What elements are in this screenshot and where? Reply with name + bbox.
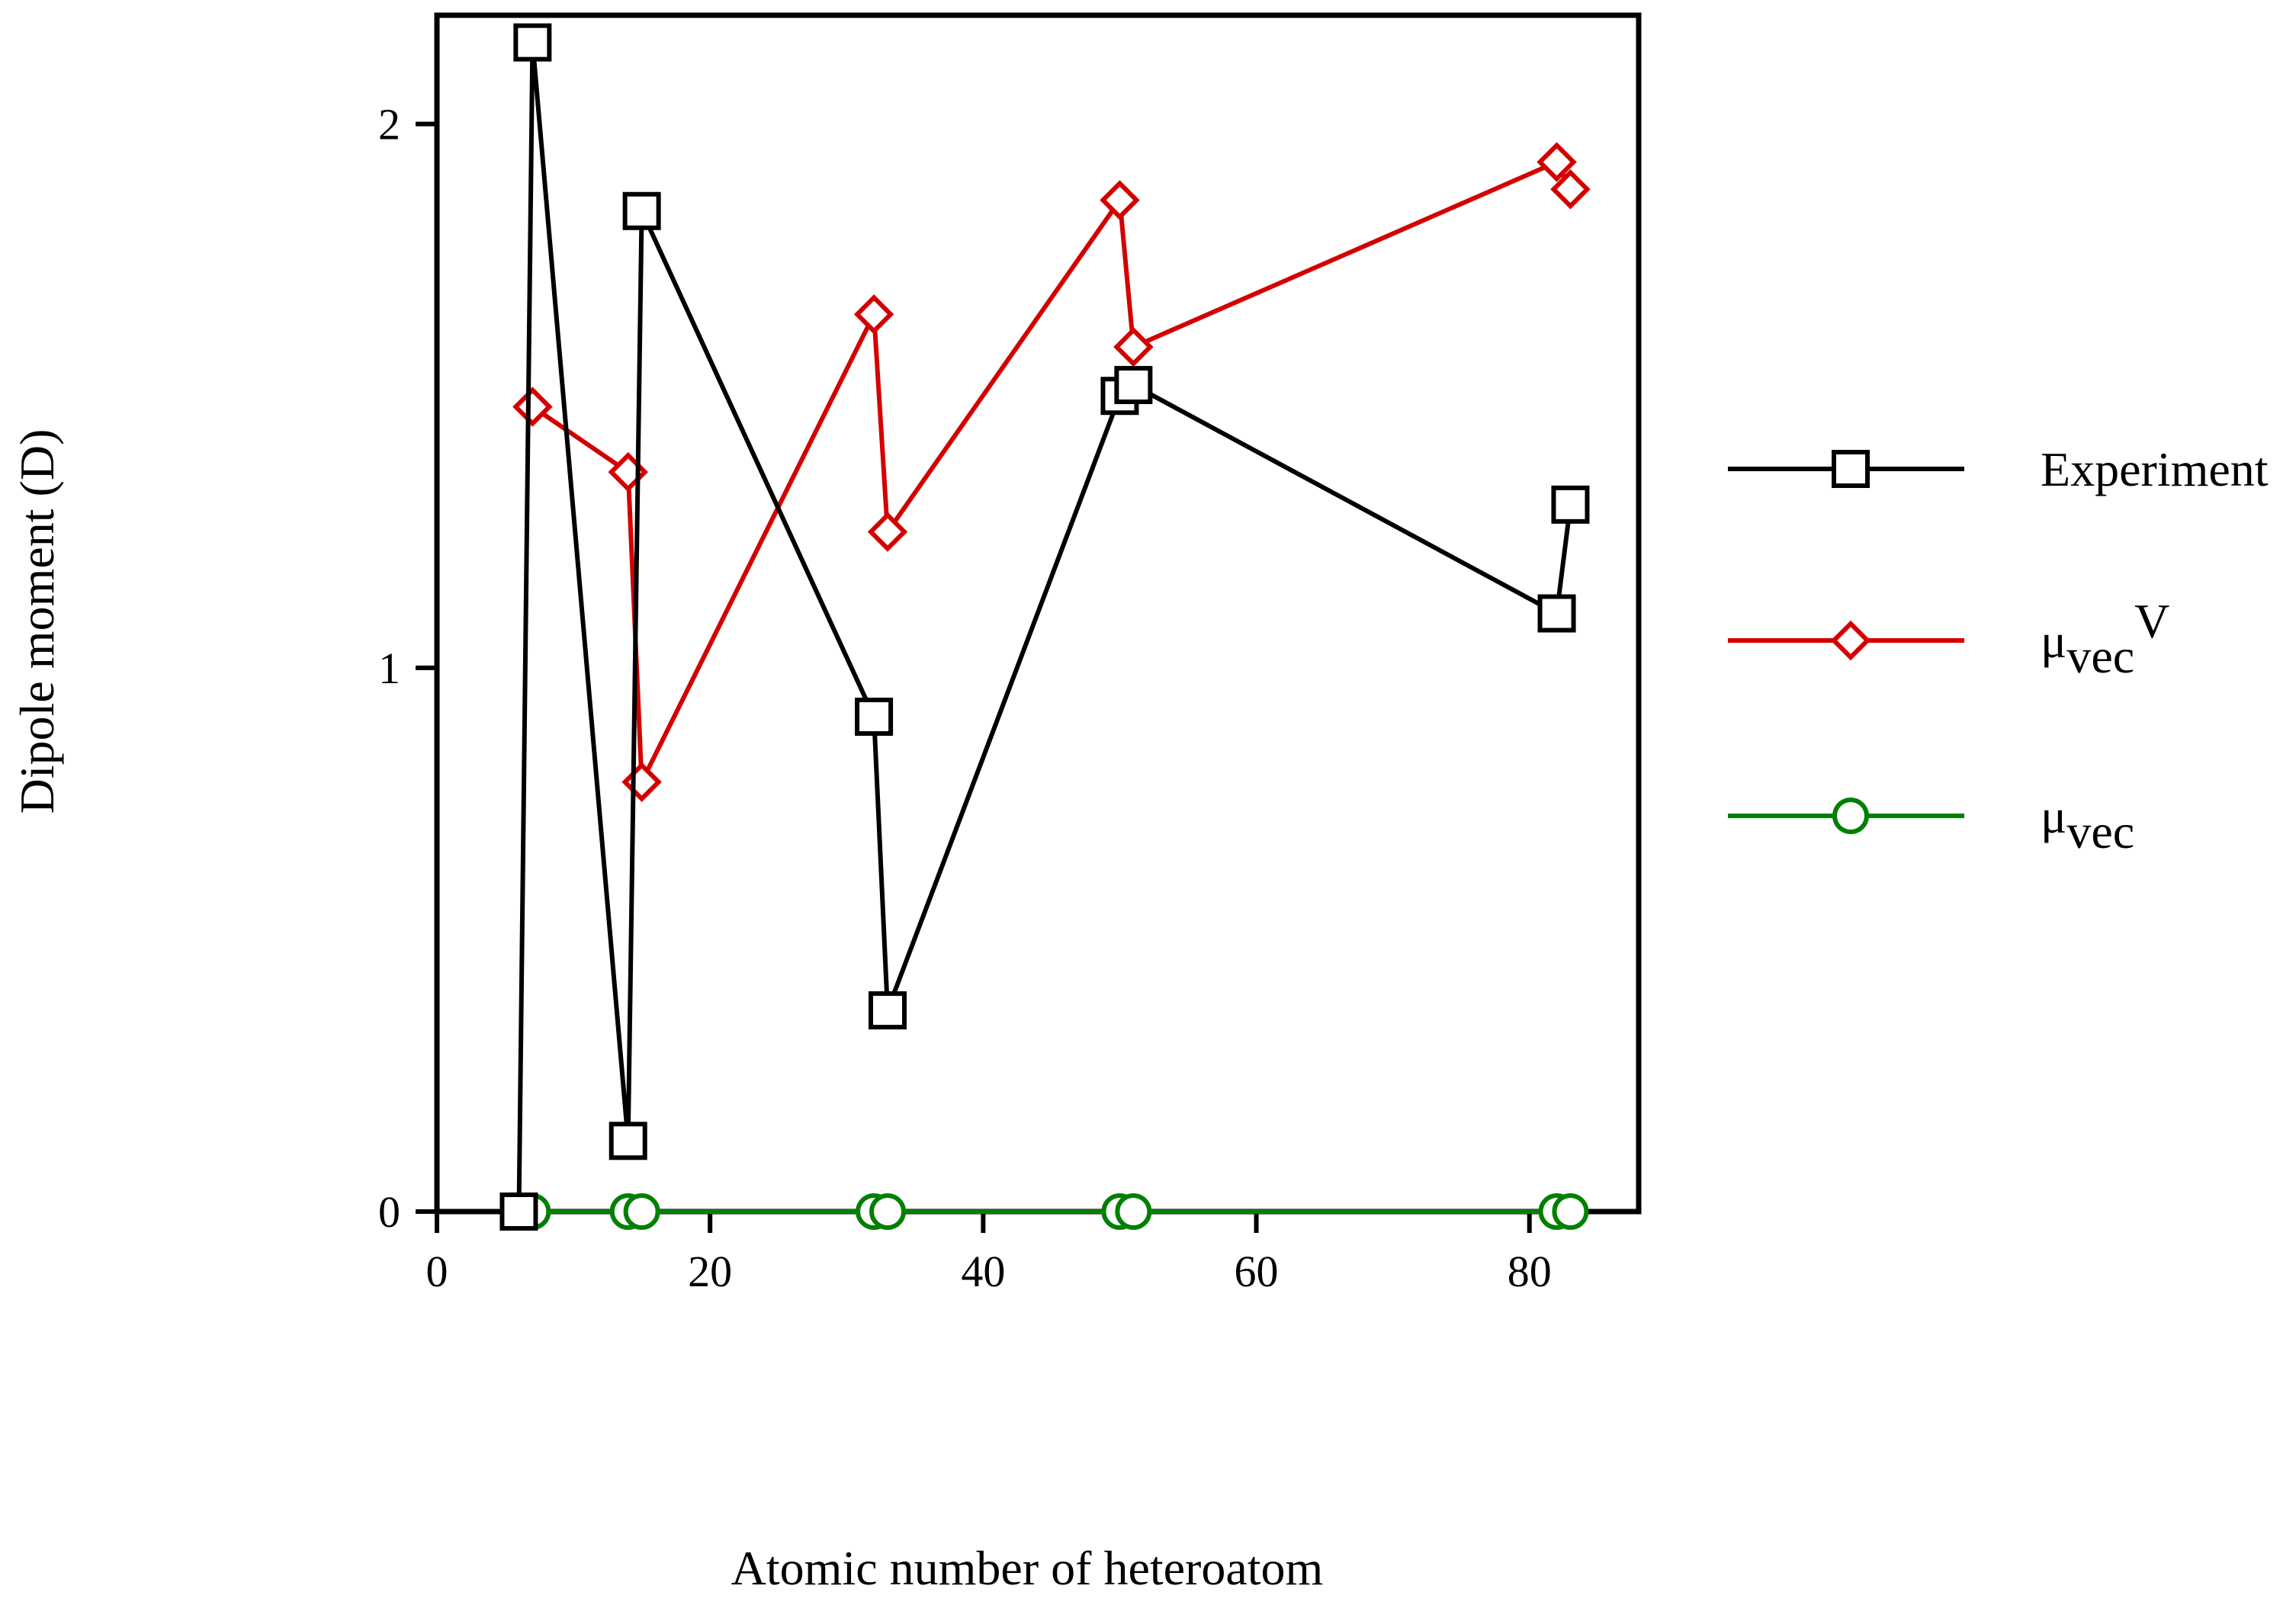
series-square bbox=[499, 23, 1590, 1231]
data-point-diamond bbox=[1537, 142, 1577, 182]
data-point-square bbox=[609, 1122, 647, 1160]
x-axis-title: Atomic number of heteroatom bbox=[731, 1541, 1324, 1595]
x-tick-label: 60 bbox=[1235, 1247, 1279, 1296]
data-point-square bbox=[1537, 594, 1576, 633]
data-point-diamond bbox=[1100, 180, 1140, 220]
legend-label: μvecV bbox=[2041, 594, 2169, 683]
legend-item-diamond: μvecV bbox=[1728, 594, 2169, 683]
data-point-square bbox=[513, 23, 552, 62]
legend-label: Experiment bbox=[2041, 442, 2269, 496]
y-tick-label: 2 bbox=[378, 100, 400, 149]
data-point-circle bbox=[623, 1193, 660, 1230]
legend-item-square: Experiment bbox=[1728, 442, 2269, 496]
x-tick-label: 0 bbox=[426, 1247, 448, 1296]
data-point-square bbox=[499, 1193, 538, 1231]
y-tick-label: 0 bbox=[378, 1187, 400, 1237]
legend-item-circle: μvec bbox=[1728, 789, 2134, 859]
data-point-diamond bbox=[853, 294, 894, 335]
data-point-diamond bbox=[512, 387, 553, 427]
data-point-square bbox=[1114, 365, 1153, 404]
series-layer bbox=[499, 23, 1591, 1231]
legend-subscript: vec bbox=[2066, 804, 2134, 859]
series-line-square bbox=[516, 40, 1573, 1212]
legend-symbol: μ bbox=[2041, 614, 2066, 668]
x-tick-label: 20 bbox=[688, 1247, 732, 1296]
legend-marker bbox=[1832, 450, 1870, 488]
y-axis-title: Dipole moment (D) bbox=[10, 429, 64, 814]
legend-marker bbox=[1830, 620, 1871, 661]
data-point-square bbox=[1551, 485, 1590, 524]
legend-marker bbox=[1832, 798, 1869, 834]
legend-subscript: vec bbox=[2066, 629, 2134, 683]
data-point-diamond bbox=[1113, 326, 1154, 368]
legend-label: μvec bbox=[2041, 789, 2134, 859]
data-point-circle bbox=[1115, 1193, 1152, 1230]
data-point-diamond bbox=[621, 762, 662, 802]
data-point-circle bbox=[1552, 1193, 1589, 1230]
series-diamond bbox=[512, 142, 1591, 802]
data-point-circle bbox=[869, 1193, 906, 1230]
series-circle bbox=[514, 1193, 1589, 1230]
data-point-diamond bbox=[867, 512, 908, 552]
x-tick-label: 40 bbox=[961, 1247, 1005, 1296]
series-line-diamond bbox=[531, 159, 1573, 785]
data-point-square bbox=[855, 698, 894, 737]
data-point-diamond bbox=[1550, 169, 1591, 210]
legend-symbol: μ bbox=[2041, 789, 2066, 843]
y-tick-label: 1 bbox=[378, 644, 400, 693]
data-point-square bbox=[622, 191, 661, 230]
x-tick-label: 80 bbox=[1508, 1247, 1552, 1296]
data-point-square bbox=[869, 991, 907, 1030]
legend-superscript: V bbox=[2134, 594, 2169, 648]
